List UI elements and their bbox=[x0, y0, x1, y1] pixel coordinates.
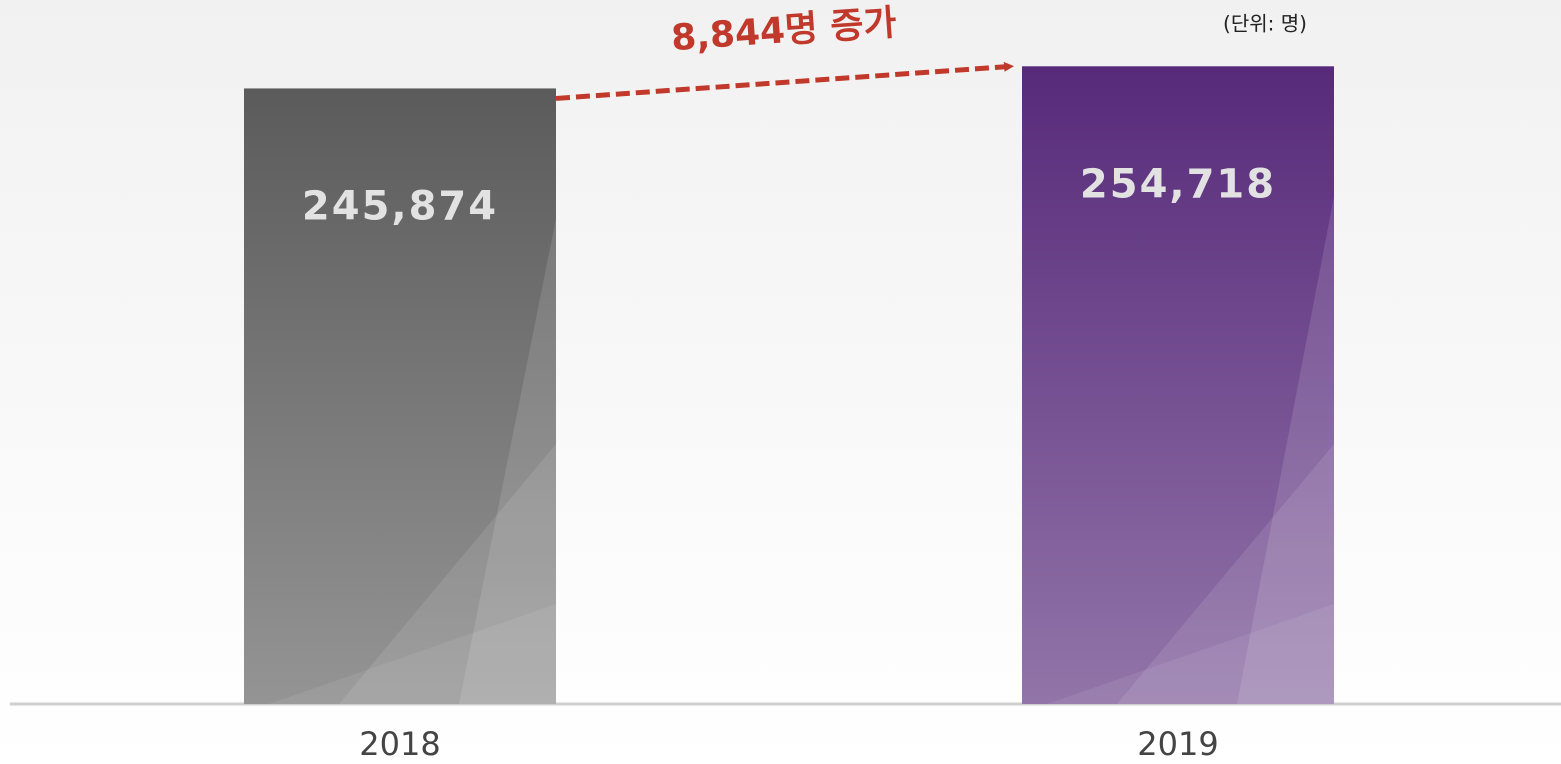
arrow bbox=[555, 61, 1014, 101]
value-label: 245,874 bbox=[302, 183, 498, 229]
x-tick-label: 2019 bbox=[1137, 725, 1218, 763]
bar-shine bbox=[244, 88, 556, 704]
bar-facet bbox=[1047, 604, 1334, 704]
bar-shine bbox=[1022, 66, 1334, 705]
value-label: 254,718 bbox=[1080, 161, 1276, 207]
x-tick-label: 2018 bbox=[359, 725, 440, 763]
unit-label: (단위: 명) bbox=[1223, 12, 1307, 36]
bar-facet bbox=[1237, 196, 1334, 704]
bar-facet bbox=[459, 218, 556, 704]
bar-facet bbox=[269, 604, 556, 704]
bar-facet bbox=[1117, 444, 1334, 704]
bar-facet bbox=[339, 444, 556, 704]
